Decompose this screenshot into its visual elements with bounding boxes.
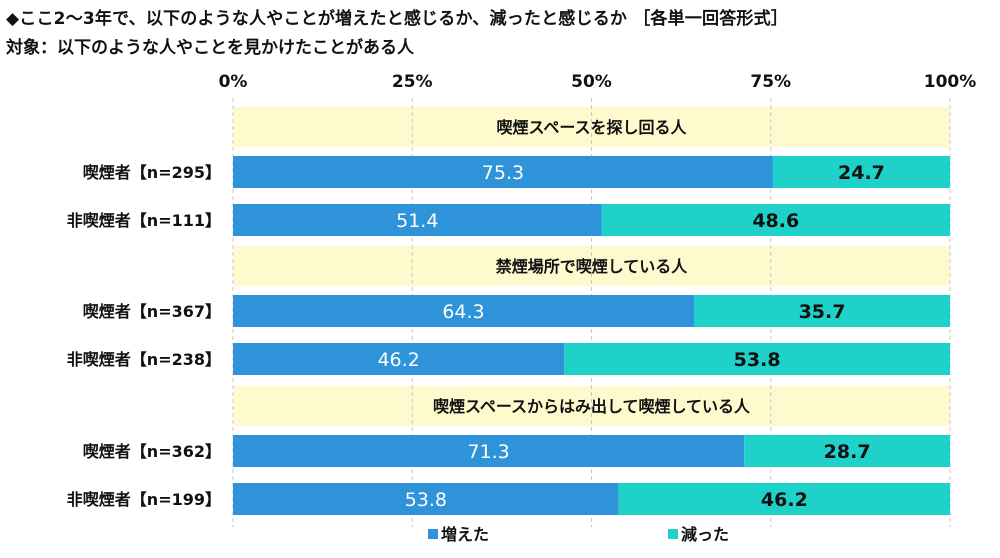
data-label-increase: 53.8: [405, 489, 447, 511]
data-label-decrease: 46.2: [761, 489, 808, 511]
x-tick-label: 0%: [219, 72, 248, 92]
legend-swatch-increase: [428, 529, 438, 539]
row-label: 非喫煙者【n=199】: [67, 490, 221, 509]
chart-subtitle: 対象：以下のような人やことを見かけたことがある人: [6, 38, 414, 58]
x-tick-label: 100%: [924, 72, 977, 92]
chart-title: ◆ここ2～3年で、以下のような人やことが増えたと感じるか、減ったと感じるか ［各…: [6, 9, 789, 29]
bar-decrease: [618, 483, 950, 515]
bar-increase: [233, 435, 745, 467]
x-tick-label: 25%: [392, 72, 433, 92]
data-label-increase: 51.4: [396, 210, 438, 232]
data-label-increase: 46.2: [377, 349, 419, 371]
row-label: 喫煙者【n=367】: [83, 302, 221, 321]
bar-decrease: [744, 435, 950, 467]
bar-increase: [233, 156, 773, 188]
data-label-decrease: 28.7: [824, 441, 871, 463]
data-label-decrease: 35.7: [799, 301, 846, 323]
legend-swatch-decrease: [668, 529, 678, 539]
bar-increase: [233, 483, 619, 515]
bar-increase: [233, 204, 602, 236]
x-tick-label: 50%: [571, 72, 612, 92]
row-label: 喫煙者【n=295】: [83, 163, 221, 182]
data-label-increase: 71.3: [467, 441, 509, 463]
legend-label-decrease: 減った: [681, 525, 729, 544]
legend-label-increase: 増えた: [441, 525, 489, 544]
bar-decrease: [694, 295, 950, 327]
data-label-increase: 75.3: [482, 162, 524, 184]
row-label: 非喫煙者【n=238】: [67, 350, 221, 369]
bar-decrease: [601, 204, 950, 236]
data-label-decrease: 48.6: [752, 210, 799, 232]
bar-increase: [233, 343, 565, 375]
bar-decrease: [772, 156, 950, 188]
data-label-decrease: 53.8: [734, 349, 781, 371]
row-label: 喫煙者【n=362】: [83, 442, 221, 461]
bar-increase: [233, 295, 695, 327]
data-label-increase: 64.3: [442, 301, 484, 323]
bar-decrease: [564, 343, 950, 375]
row-label: 非喫煙者【n=111】: [67, 211, 221, 230]
x-tick-label: 75%: [750, 72, 791, 92]
data-label-decrease: 24.7: [838, 162, 885, 184]
